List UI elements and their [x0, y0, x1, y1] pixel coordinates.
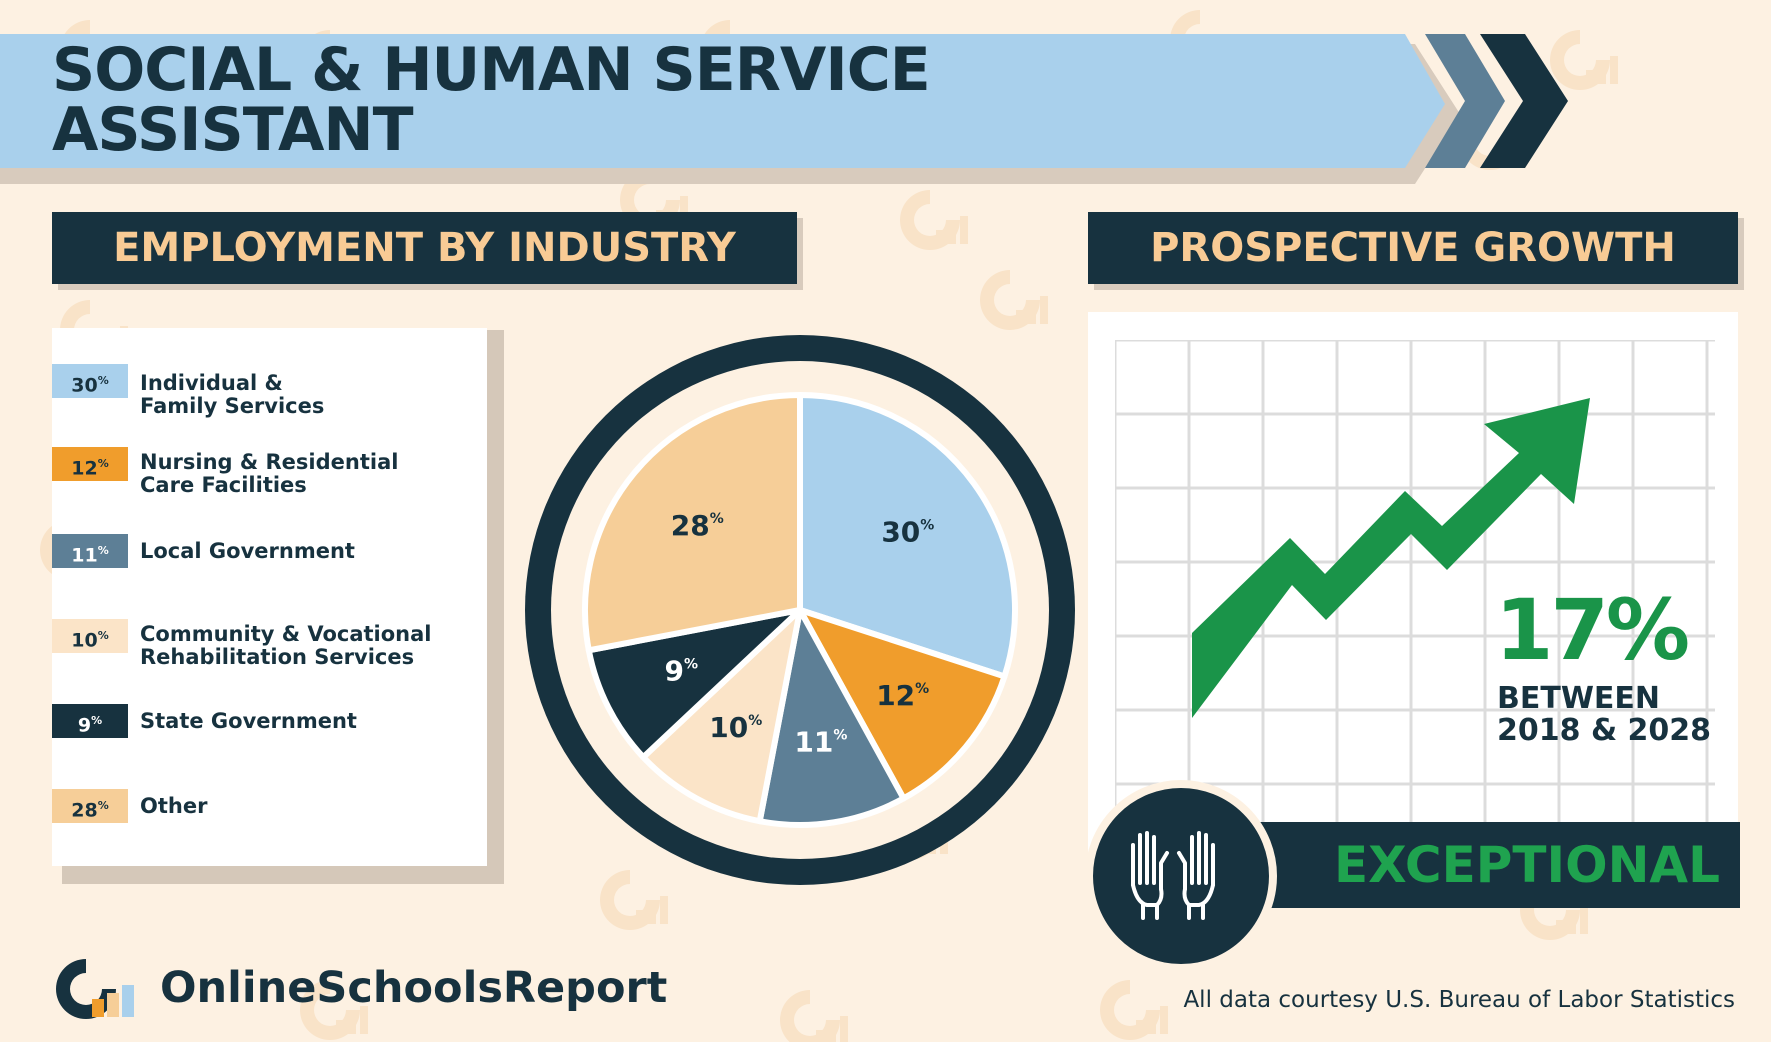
- legend-label: State Government: [140, 709, 357, 733]
- title-banner: [0, 34, 1568, 184]
- raised-hands-icon: [1131, 831, 1215, 920]
- legend-swatch: 28%: [52, 789, 128, 823]
- pie-slice: [756, 607, 907, 828]
- raised-hands-badge: [1085, 780, 1277, 972]
- growth-period: BETWEEN 2018 & 2028: [1497, 681, 1712, 748]
- legend-swatch: 11%: [52, 534, 128, 568]
- legend-swatch: 9%: [52, 704, 128, 738]
- legend-label: Community & Vocational Rehabilitation Ser…: [140, 622, 432, 669]
- brand-logo-icon: [56, 959, 134, 1019]
- legend-swatch: 10%: [52, 619, 128, 653]
- chevron-right-icon: [1480, 34, 1568, 168]
- legend-swatch: 30%: [52, 364, 128, 398]
- legend-label: Individual & Family Services: [140, 371, 325, 418]
- data-credit: All data courtesy U.S. Bureau of Labor S…: [1183, 987, 1735, 1013]
- pie-slice: [797, 607, 1008, 802]
- growth-percentage: 17%: [1495, 581, 1690, 679]
- pie-chart: 30%12%11%10%9%28%: [525, 335, 1075, 885]
- chart-legend: 30% Individual & Family Services 12% Nurs…: [52, 328, 487, 866]
- growth-rating: EXCEPTIONAL: [1240, 822, 1740, 908]
- growth-arrow-icon: [1192, 398, 1590, 718]
- growth-grid: [1115, 340, 1715, 840]
- legend-label: Local Government: [140, 539, 355, 563]
- legend-swatch: 12%: [52, 447, 128, 481]
- brand-name: OnlineSchoolsReport: [160, 963, 668, 1013]
- employment-heading: EMPLOYMENT BY INDUSTRY: [52, 212, 797, 284]
- pie-slice: [582, 392, 803, 654]
- legend-label: Other: [140, 794, 208, 818]
- pie-slice: [797, 392, 1018, 680]
- pie-slice: [585, 607, 803, 761]
- pie-slice: [640, 607, 803, 825]
- legend-label: Nursing & Residential Care Facilities: [140, 450, 399, 497]
- growth-heading: PROSPECTIVE GROWTH: [1088, 212, 1738, 284]
- page-title: SOCIAL & HUMAN SERVICE ASSISTANT: [52, 35, 931, 165]
- chevron-right-icon: [1425, 34, 1505, 168]
